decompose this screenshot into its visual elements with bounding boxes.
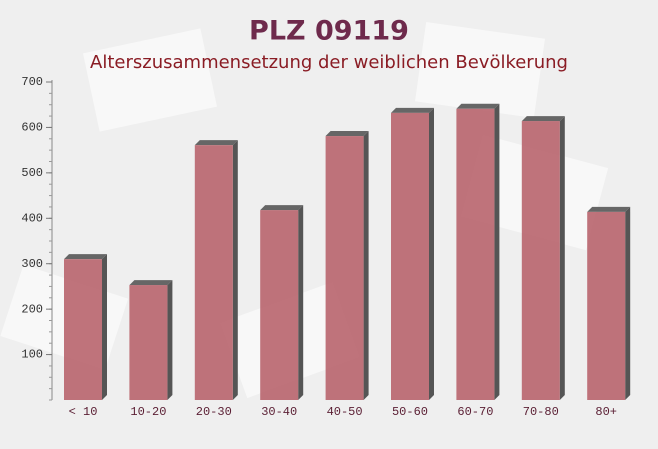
bar <box>64 259 102 400</box>
bar <box>260 210 299 400</box>
bar-side <box>363 131 369 400</box>
x-tick-label: 50-60 <box>392 405 428 419</box>
y-tick-label: 400 <box>21 211 43 225</box>
bar-side <box>559 116 565 400</box>
bar-top <box>129 280 173 286</box>
bar-top <box>64 254 107 260</box>
y-tick-label: 500 <box>21 166 43 180</box>
bar <box>587 211 626 400</box>
bar-side <box>494 103 500 400</box>
chart-subtitle: Alterszusammensetzung der weiblichen Bev… <box>90 52 568 73</box>
y-tick-label: 700 <box>21 75 43 89</box>
y-tick-label: 100 <box>21 348 43 362</box>
bar <box>194 145 233 400</box>
bar-top <box>260 205 304 211</box>
y-tick-label: 200 <box>21 302 43 316</box>
bar-top <box>194 140 238 146</box>
bar-top <box>521 116 565 122</box>
bar-side <box>102 254 107 400</box>
bar-top <box>587 206 631 212</box>
x-tick-label: 10-20 <box>130 405 166 419</box>
bar-top <box>456 103 500 109</box>
y-tick-label: 300 <box>21 257 43 271</box>
bar-top <box>391 107 434 113</box>
bar-top <box>325 131 369 137</box>
bar <box>456 108 495 400</box>
x-tick-label: 20-30 <box>196 405 232 419</box>
chart-title: PLZ 09119 <box>249 16 409 47</box>
y-tick-label: 600 <box>21 121 43 135</box>
x-tick-label: 30-40 <box>261 405 297 419</box>
x-tick-label: < 10 <box>69 405 98 419</box>
bar <box>391 112 429 401</box>
bar <box>521 121 560 400</box>
bar-side <box>232 140 238 400</box>
bar-side <box>298 205 304 400</box>
bar <box>129 285 168 400</box>
x-tick-label: 40-50 <box>327 405 363 419</box>
x-tick-label: 70-80 <box>523 405 559 419</box>
x-tick-label: 80+ <box>595 405 617 419</box>
bar <box>325 136 364 400</box>
bar-side <box>167 280 173 400</box>
bar-side <box>625 206 631 400</box>
x-tick-label: 60-70 <box>457 405 493 419</box>
bar-side <box>429 107 434 401</box>
